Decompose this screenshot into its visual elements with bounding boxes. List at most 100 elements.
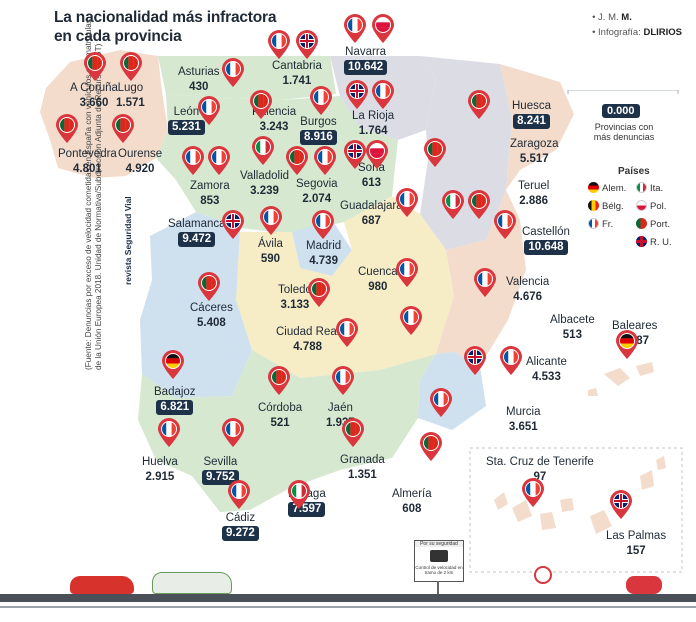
province-value: 521 xyxy=(270,417,290,429)
fr-flag-pin-icon xyxy=(158,418,180,447)
province-name: Murcia xyxy=(506,406,541,418)
fr-flag-pin-icon xyxy=(396,188,418,217)
province-value: 9.752 xyxy=(202,470,239,485)
legend-countries-title: Países xyxy=(618,166,650,177)
camera-icon xyxy=(430,550,448,562)
province-value: 3.133 xyxy=(280,299,310,311)
legend-label: Bélg. xyxy=(602,201,624,212)
province-name: Huesca xyxy=(512,100,551,112)
fr-flag-pin-icon xyxy=(222,58,244,87)
fr-flag-pin-icon xyxy=(208,146,230,175)
fr-flag-pin-icon xyxy=(522,478,544,507)
infographic-title: La nacionalidad más infractora en cada p… xyxy=(54,8,276,46)
legend-sample-desc: Provincias con más denuncias xyxy=(593,122,655,142)
province-zamora: Zamora 853 xyxy=(190,180,230,208)
fr-flag-pin-icon xyxy=(310,86,332,115)
province-ourense: Ourense 4.920 xyxy=(118,148,162,176)
legend-item-germany: Alem. xyxy=(588,182,626,194)
province-name: Cantabria xyxy=(272,60,322,72)
province-ciudad-real: Ciudad Real 4.788 xyxy=(276,326,339,354)
province-value: 513 xyxy=(562,329,582,341)
legend-item-uk: R. U. xyxy=(636,236,672,248)
province-cantabria: Cantabria 1.741 xyxy=(272,60,322,88)
province-name: Jaén xyxy=(327,402,353,414)
police-car-icon xyxy=(152,572,232,594)
canary-inset xyxy=(469,447,683,573)
province-name: Castellón xyxy=(522,226,570,238)
province-huesca: Huesca 8.241 xyxy=(512,100,551,129)
province-value: 2.074 xyxy=(302,193,332,205)
legend-label: Port. xyxy=(650,219,671,230)
pt-flag-pin-icon xyxy=(268,366,290,395)
fr-flag-pin-icon xyxy=(228,480,250,509)
pt-flag-pin-icon xyxy=(198,272,220,301)
credit-author-prefix: • J. M. xyxy=(592,12,619,23)
province-name: Toledo xyxy=(278,284,312,296)
fr-flag-pin-icon xyxy=(344,14,366,43)
province-name: Teruel xyxy=(518,180,550,192)
legend-label: Pol. xyxy=(650,201,667,212)
fr-flag-pin-icon xyxy=(198,96,220,125)
belgium-flag-icon xyxy=(588,200,599,211)
pl-flag-pin-icon xyxy=(366,140,388,169)
province-name: Lugo xyxy=(117,82,144,94)
province-name: A Coruña xyxy=(70,82,118,94)
fr-flag-pin-icon xyxy=(400,306,422,335)
province-value: 1.571 xyxy=(116,97,145,109)
fr-flag-pin-icon xyxy=(312,210,334,239)
fr-flag-pin-icon xyxy=(474,268,496,297)
title-line-1: La nacionalidad más infractora xyxy=(54,9,277,26)
province-tenerife: Sta. Cruz de Tenerife 97 xyxy=(486,456,594,484)
it-flag-pin-icon xyxy=(442,190,464,219)
province-huelva: Huelva 2.915 xyxy=(142,456,178,484)
road-icon xyxy=(0,594,696,602)
province-value: 8.916 xyxy=(300,130,337,145)
road-line xyxy=(0,606,696,608)
gb-flag-pin-icon xyxy=(610,490,632,519)
province-value: 6.821 xyxy=(156,400,194,415)
province-name: Madrid xyxy=(306,240,342,252)
province-segovia: Segovia 2.074 xyxy=(296,178,338,206)
legend: 0.000 Provincias con más denuncias Paíse… xyxy=(566,90,680,260)
province-name: Huelva xyxy=(142,456,178,468)
red-car-icon xyxy=(70,576,134,594)
credit-author: M. xyxy=(621,12,632,23)
province-name: Ávila xyxy=(258,238,283,250)
province-name: Salamanca xyxy=(168,218,226,230)
province-value: 980 xyxy=(368,281,388,293)
province-name: Valladolid xyxy=(240,170,290,182)
france-flag-icon xyxy=(588,218,599,229)
province-value: 3.651 xyxy=(508,421,538,433)
province-name: Badajoz xyxy=(154,386,196,398)
province-value: 5.231 xyxy=(168,120,205,135)
fr-flag-pin-icon xyxy=(336,318,358,347)
pl-flag-pin-icon xyxy=(372,14,394,43)
italy-flag-icon xyxy=(636,182,647,193)
it-flag-pin-icon xyxy=(288,480,310,509)
province-leon: León 5.231 xyxy=(168,106,205,135)
gb-flag-pin-icon xyxy=(346,80,368,109)
province-value: 3.660 xyxy=(79,97,109,109)
gb-flag-pin-icon xyxy=(296,30,318,59)
province-valladolid: Valladolid 3.239 xyxy=(240,170,289,198)
poland-flag-icon xyxy=(636,200,647,211)
province-burgos: Burgos 8.916 xyxy=(300,116,337,145)
province-value: 8.241 xyxy=(513,114,550,129)
province-name: Granada xyxy=(340,454,385,466)
province-value: 687 xyxy=(361,215,381,227)
province-cadiz: Cádiz 9.272 xyxy=(222,512,259,541)
province-castellon: Castellón 10.648 xyxy=(522,226,570,255)
sign-post xyxy=(437,581,439,594)
legend-item-portugal: Port. xyxy=(636,218,670,230)
province-name: Almería xyxy=(392,488,432,500)
credit-infographic: DLIRIOS xyxy=(643,27,682,38)
province-name: Alicante xyxy=(526,356,567,368)
province-value: 613 xyxy=(361,177,382,189)
province-name: Cuenca xyxy=(358,266,398,278)
province-name: Cádiz xyxy=(225,512,256,524)
fr-flag-pin-icon xyxy=(494,210,516,239)
province-value: 4.801 xyxy=(73,163,102,175)
province-asturias: Asturias 430 xyxy=(178,66,220,94)
province-value: 2.886 xyxy=(519,195,549,207)
legend-sample-value: 0.000 xyxy=(602,104,640,118)
